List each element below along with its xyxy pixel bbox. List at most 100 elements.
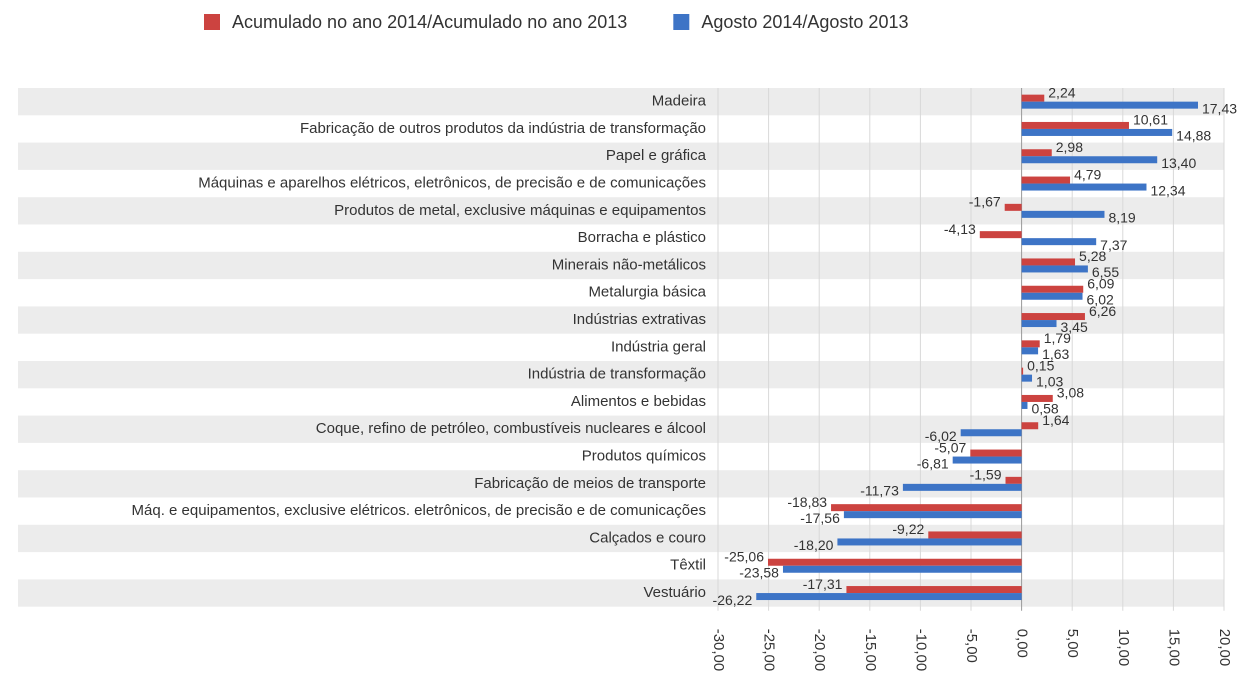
value-label: 6,09: [1087, 275, 1114, 291]
x-tick-label: -5,00: [963, 629, 980, 663]
category-label: Minerais não-metálicos: [552, 256, 706, 273]
x-tick-label: -10,00: [912, 629, 929, 672]
category-label: Madeira: [652, 93, 707, 110]
value-label: 5,28: [1079, 248, 1106, 264]
category-label: Indústria geral: [611, 338, 706, 355]
value-label: 7,37: [1100, 237, 1127, 253]
x-tick-label: 20,00: [1216, 629, 1233, 667]
bar: [846, 586, 1022, 594]
value-label: 6,02: [1087, 291, 1114, 307]
value-label: 6,26: [1089, 303, 1116, 319]
x-tick-label: -30,00: [710, 629, 727, 672]
bar: [1021, 374, 1033, 382]
value-label: 1,79: [1044, 330, 1071, 346]
value-label: 14,88: [1176, 128, 1211, 144]
bar: [1021, 367, 1024, 375]
category-label: Papel e gráfica: [606, 147, 707, 164]
bar: [782, 565, 1022, 573]
bar: [756, 593, 1022, 601]
value-label: -11,73: [860, 483, 899, 499]
value-label: 1,03: [1036, 373, 1063, 389]
value-label: -5,07: [934, 439, 966, 455]
legend-label: Agosto 2014/Agosto 2013: [701, 12, 908, 32]
category-label: Produtos químicos: [582, 448, 706, 465]
row-band: [18, 579, 1224, 607]
bar: [1021, 401, 1028, 409]
value-label: 13,40: [1161, 155, 1196, 171]
x-tick-label: -15,00: [862, 629, 879, 672]
bar: [960, 429, 1022, 437]
value-label: 17,43: [1202, 100, 1237, 116]
legend-label: Acumulado no ano 2014/Acumulado no ano 2…: [232, 12, 627, 32]
bar: [1021, 149, 1052, 157]
bar: [1021, 101, 1198, 109]
value-label: -23,58: [739, 564, 779, 580]
value-label: 3,08: [1057, 385, 1084, 401]
bar: [837, 538, 1022, 546]
bar: [1021, 292, 1083, 300]
value-label: 3,45: [1061, 319, 1088, 335]
row-band: [18, 470, 1224, 498]
value-label: 12,34: [1150, 182, 1185, 198]
category-label: Borracha e plástico: [578, 229, 706, 246]
x-tick-label: 15,00: [1165, 629, 1182, 667]
bar: [952, 456, 1022, 464]
value-label: -17,31: [803, 576, 843, 592]
value-label: -6,02: [925, 428, 957, 444]
value-label: -18,20: [794, 537, 834, 553]
legend-swatch: [204, 14, 220, 30]
value-label: 0,15: [1027, 357, 1054, 373]
bar: [1021, 121, 1129, 129]
category-label: Indústrias extrativas: [573, 311, 706, 328]
bar: [1021, 320, 1057, 328]
bar: [1021, 422, 1039, 430]
category-label: Fabricação de outros produtos da indústr…: [300, 120, 706, 137]
value-label: 8,19: [1108, 210, 1135, 226]
category-label: Calçados e couro: [589, 529, 706, 546]
category-label: Vestuário: [643, 584, 706, 601]
value-label: 10,61: [1133, 112, 1168, 128]
bar: [1005, 476, 1022, 484]
category-label: Máquinas e aparelhos elétricos, eletrôni…: [198, 175, 706, 192]
bar: [902, 483, 1022, 491]
x-tick-label: -25,00: [761, 629, 778, 672]
value-label: -18,83: [787, 494, 827, 510]
value-label: -17,56: [800, 510, 840, 526]
category-label: Têxtil: [670, 557, 706, 574]
bar: [970, 449, 1022, 457]
value-label: 6,55: [1092, 264, 1119, 280]
bar: [1021, 313, 1085, 321]
value-label: -6,81: [917, 455, 949, 471]
x-tick-label: 0,00: [1014, 629, 1031, 658]
x-tick-label: -20,00: [811, 629, 828, 672]
bar: [767, 558, 1022, 566]
value-label: 0,58: [1031, 401, 1058, 417]
bar: [1021, 347, 1039, 355]
value-label: -25,06: [724, 548, 764, 564]
value-label: -9,22: [892, 521, 924, 537]
value-label: -1,67: [969, 194, 1001, 210]
value-label: 2,98: [1056, 139, 1083, 155]
value-label: 1,64: [1042, 412, 1069, 428]
category-label: Máq. e equipamentos, exclusive elétricos…: [132, 502, 706, 519]
bar: [1021, 183, 1147, 191]
bar: [1021, 176, 1071, 184]
category-label: Indústria de transformação: [528, 366, 706, 383]
bar: [1004, 203, 1022, 211]
bar: [928, 531, 1022, 539]
category-label: Coque, refino de petróleo, combustíveis …: [316, 420, 706, 437]
bar: [1021, 340, 1040, 348]
bar: [979, 231, 1022, 239]
bar: [1021, 210, 1105, 218]
row-band: [18, 524, 1224, 553]
bar: [1021, 156, 1158, 164]
bar: [1021, 258, 1076, 266]
legend-swatch: [673, 14, 690, 30]
bar: [1021, 238, 1097, 246]
bar: [1021, 94, 1045, 102]
value-label: -4,13: [944, 221, 976, 237]
bar: [1021, 285, 1084, 293]
category-label: Metalurgia básica: [588, 284, 706, 301]
value-label: -1,59: [970, 467, 1002, 483]
